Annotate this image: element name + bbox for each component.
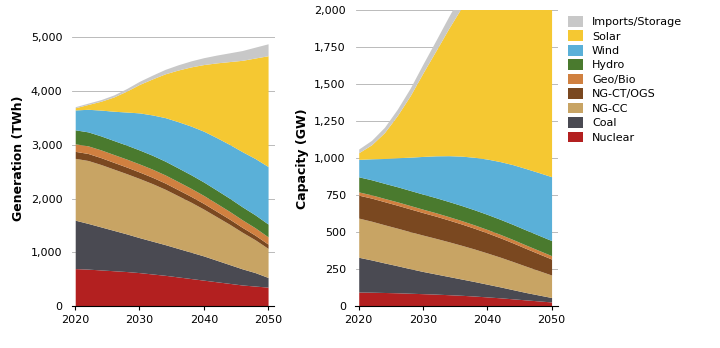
Y-axis label: Capacity (GW): Capacity (GW) [296, 108, 309, 209]
Y-axis label: Generation (TWh): Generation (TWh) [12, 96, 25, 221]
Legend: Imports/Storage, Solar, Wind, Hydro, Geo/Bio, NG-CT/OGS, NG-CC, Coal, Nuclear: Imports/Storage, Solar, Wind, Hydro, Geo… [567, 16, 682, 143]
